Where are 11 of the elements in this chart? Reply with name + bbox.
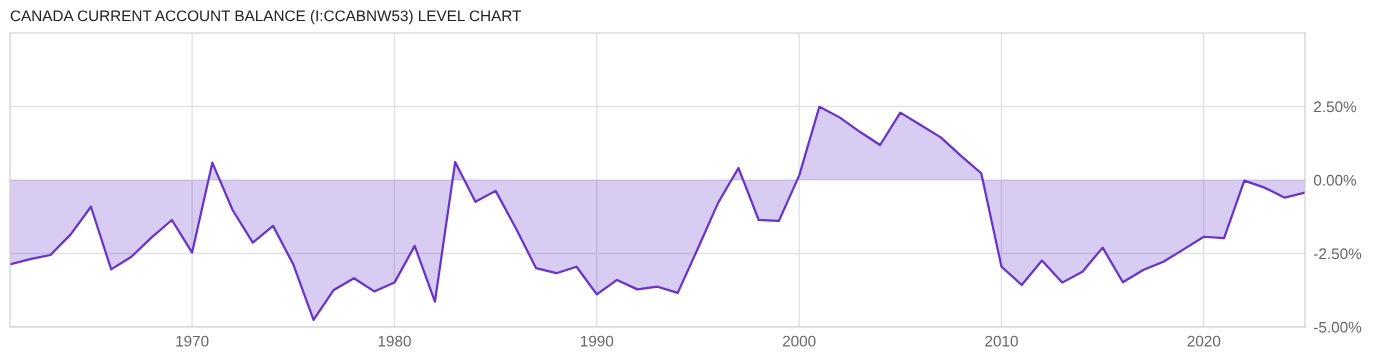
y-tick-label: 2.50% [1314, 101, 1357, 113]
y-tick-label: -2.50% [1314, 248, 1362, 260]
x-tick-label: 1990 [580, 335, 614, 347]
chart-title: CANADA CURRENT ACCOUNT BALANCE (I:CCABNW53) LEVEL CHART [10, 10, 522, 25]
x-tick-label: 2020 [1187, 335, 1221, 347]
y-tick-label: -5.00% [1314, 321, 1362, 333]
x-tick-label: 1980 [378, 335, 411, 347]
x-tick-label: 1970 [176, 335, 209, 347]
x-tick-label: 2000 [782, 335, 816, 347]
x-tick-label: 2010 [985, 335, 1018, 347]
y-tick-label: 0.00% [1313, 174, 1357, 186]
